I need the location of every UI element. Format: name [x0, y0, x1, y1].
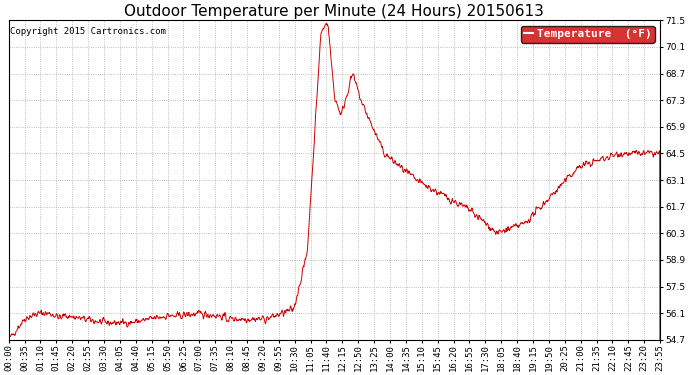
Legend: Temperature  (°F): Temperature (°F) [521, 26, 655, 42]
Text: Copyright 2015 Cartronics.com: Copyright 2015 Cartronics.com [10, 27, 166, 36]
Title: Outdoor Temperature per Minute (24 Hours) 20150613: Outdoor Temperature per Minute (24 Hours… [124, 4, 544, 19]
